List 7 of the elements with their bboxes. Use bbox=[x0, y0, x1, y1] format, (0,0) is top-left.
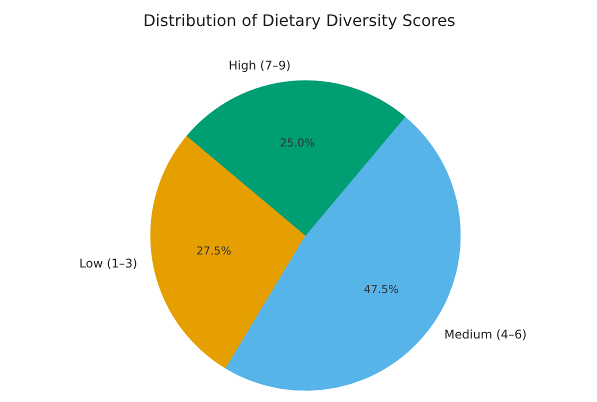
chart-title: Distribution of Dietary Diversity Scores bbox=[143, 11, 456, 30]
slice-label: Medium (4–6) bbox=[444, 328, 527, 342]
data-label: 25.0% bbox=[280, 136, 315, 150]
slice-label: Low (1–3) bbox=[79, 256, 138, 271]
data-label: 27.5% bbox=[196, 244, 232, 258]
slice-label: High (7–9) bbox=[228, 58, 291, 73]
data-label: 47.5% bbox=[364, 283, 399, 296]
